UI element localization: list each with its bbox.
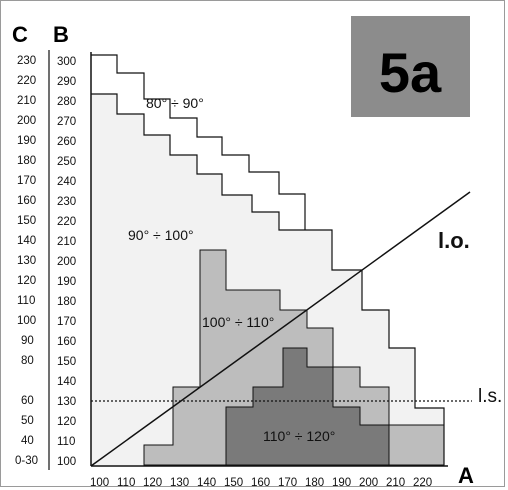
zone-110-120-area [226, 348, 389, 465]
b-label: 290 [57, 76, 76, 88]
a-label: 100 [90, 477, 109, 489]
c-label: 60 [21, 395, 34, 407]
lo-line-label: l.o. [438, 228, 470, 253]
b-label: 210 [57, 236, 76, 248]
boundary-90-100-top [91, 93, 445, 465]
c-label: 80 [21, 355, 34, 367]
zone-90-100-label: 90° ÷ 100° [128, 227, 194, 243]
c-label: 130 [17, 255, 36, 267]
c-label: 0-30 [15, 455, 38, 467]
b-label: 140 [57, 376, 76, 388]
column-c-header: C [12, 22, 28, 47]
c-label: 200 [17, 115, 36, 127]
b-label: 190 [57, 276, 76, 288]
c-label: 220 [17, 75, 36, 87]
c-label: 160 [17, 195, 36, 207]
b-label: 280 [57, 96, 76, 108]
c-label: 190 [17, 135, 36, 147]
b-label: 230 [57, 196, 76, 208]
c-label: 210 [17, 95, 36, 107]
zone-110-120-label: 110° ÷ 120° [263, 428, 335, 444]
b-label: 260 [57, 136, 76, 148]
a-label: 140 [197, 477, 216, 489]
b-label: 120 [57, 416, 76, 428]
a-label: 200 [359, 477, 378, 489]
lo-diagonal-line [90, 191, 471, 467]
b-label: 100 [57, 456, 76, 468]
column-b-header: B [53, 22, 69, 47]
c-label: 180 [17, 155, 36, 167]
a-label: 110 [117, 477, 135, 489]
b-label: 240 [57, 176, 76, 188]
c-label: 170 [17, 175, 36, 187]
a-label: 160 [251, 477, 270, 489]
ls-line-label: l.s. [478, 386, 502, 407]
b-label: 250 [57, 156, 76, 168]
c-scale: 230 220 210 200 190 180 170 160 150 140 … [15, 55, 38, 467]
b-label: 180 [57, 296, 76, 308]
a-label: 210 [386, 477, 405, 489]
c-label: 150 [17, 215, 36, 227]
c-label: 40 [21, 435, 34, 447]
a-scale: 100 110 120 130 140 150 160 170 180 190 … [90, 477, 432, 489]
boundary-110-120 [225, 347, 390, 466]
c-label: 50 [21, 415, 34, 427]
b-label: 130 [57, 396, 76, 408]
b-label: 300 [57, 56, 76, 68]
a-label: 120 [143, 477, 162, 489]
x-axis-label: A [458, 463, 474, 488]
figure-badge [351, 16, 470, 117]
a-label: 190 [332, 477, 351, 489]
a-label: 220 [413, 477, 432, 489]
b-label: 160 [57, 336, 76, 348]
figure-badge-text: 5a [379, 41, 442, 104]
c-label: 140 [17, 235, 36, 247]
boundary-100-110 [143, 249, 445, 466]
b-scale: 300 290 280 270 260 250 240 230 220 210 … [57, 56, 76, 468]
zone-80-90-label: 80° ÷ 90° [146, 95, 204, 111]
boundary-80-90-top [91, 54, 306, 230]
a-label: 170 [278, 477, 297, 489]
a-label: 130 [170, 477, 189, 489]
c-label: 90 [21, 335, 34, 347]
c-label: 110 [17, 295, 35, 307]
b-label: 270 [57, 116, 76, 128]
c-label: 230 [17, 55, 36, 67]
zone-100-110-label: 100° ÷ 110° [202, 314, 274, 330]
b-label: 110 [57, 436, 75, 448]
b-label: 170 [57, 316, 76, 328]
zone-80-90-area [91, 55, 305, 230]
a-label: 180 [305, 477, 324, 489]
a-label: 150 [224, 477, 243, 489]
b-label: 150 [57, 356, 76, 368]
b-label: 200 [57, 256, 76, 268]
c-label: 100 [17, 315, 36, 327]
b-label: 220 [57, 216, 76, 228]
c-label: 120 [17, 275, 36, 287]
